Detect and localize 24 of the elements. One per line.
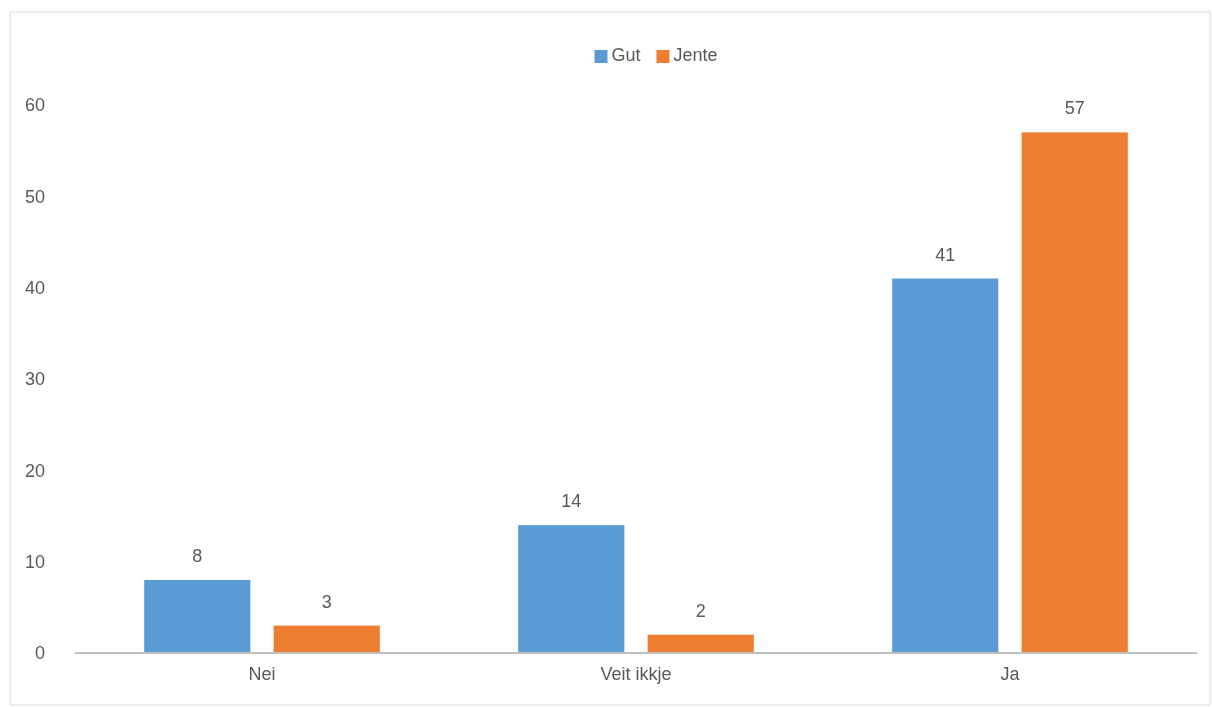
x-tick-label: Veit ikkje <box>600 663 672 684</box>
x-tick-label: Ja <box>1000 663 1021 684</box>
data-label: 57 <box>1064 98 1085 119</box>
y-tick-label: 60 <box>24 95 45 116</box>
y-tick-label: 0 <box>34 643 45 664</box>
data-label: 2 <box>695 600 706 621</box>
y-tick-label: 50 <box>24 186 45 207</box>
data-label: 14 <box>561 491 582 512</box>
data-label: 3 <box>321 591 332 612</box>
bar <box>647 634 754 653</box>
y-tick-label: 20 <box>24 460 45 481</box>
bar <box>518 525 625 653</box>
bar <box>273 625 380 653</box>
legend-label: Gut <box>611 45 641 65</box>
legend-label: Jente <box>673 45 718 65</box>
x-tick-label: Nei <box>248 663 276 684</box>
y-tick-label: 10 <box>24 551 45 572</box>
data-label: 8 <box>192 545 203 566</box>
bar <box>892 278 999 653</box>
bar <box>1021 132 1128 653</box>
y-tick-label: 40 <box>24 277 45 298</box>
y-tick-label: 30 <box>24 369 45 390</box>
bar <box>144 579 251 653</box>
data-label: 41 <box>935 244 956 265</box>
